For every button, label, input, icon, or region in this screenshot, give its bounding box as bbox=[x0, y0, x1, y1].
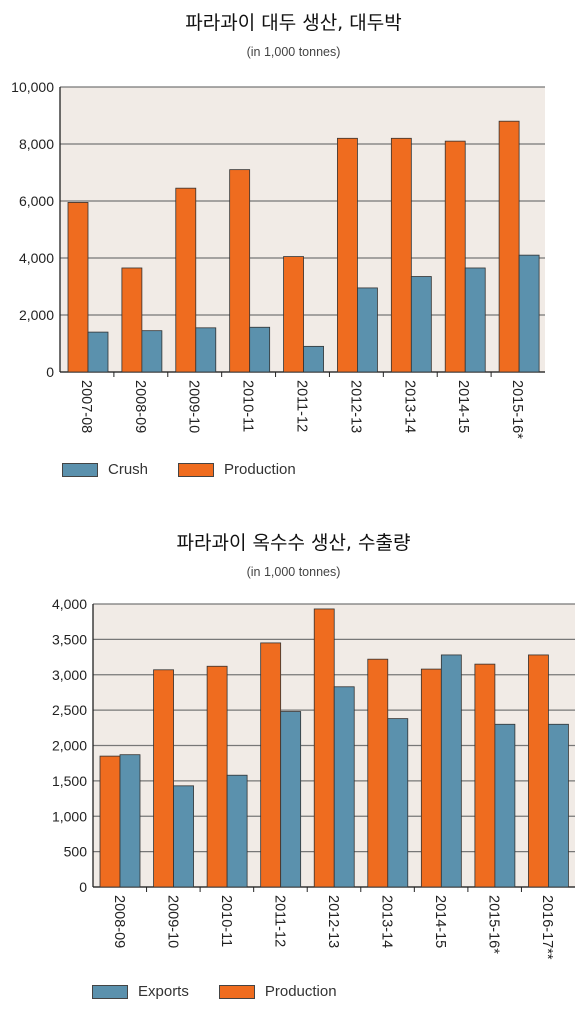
legend-label-production: Production bbox=[264, 983, 337, 1000]
bar-production-2009-10 bbox=[175, 187, 197, 373]
y-tick-label: 8,000 bbox=[19, 136, 54, 152]
chart-title: 파라과이 대두 생산, 대두박 bbox=[185, 12, 402, 34]
bar-exports-2016-17 bbox=[548, 723, 569, 888]
soybean-chart: 파라과이 대두 생산, 대두박 (in 1,000 tonnes) 0 2,000… bbox=[0, 0, 587, 500]
bar-production-2012-13 bbox=[337, 137, 358, 373]
x-tick-label: 2007-08 bbox=[78, 380, 94, 433]
legend-swatch-exports bbox=[92, 984, 128, 999]
y-tick-label: 500 bbox=[64, 844, 88, 860]
bar-production-2012-13 bbox=[313, 608, 335, 888]
bar-production-2007-08 bbox=[67, 202, 89, 373]
legend: Crush Production bbox=[62, 461, 326, 478]
legend-label-production: Production bbox=[224, 461, 296, 478]
y-tick-label: 1,000 bbox=[52, 808, 87, 824]
x-tick-label: 2012-13 bbox=[347, 380, 363, 433]
bar-production-2009-10 bbox=[153, 669, 174, 888]
bar-crush-2013-14 bbox=[410, 276, 432, 373]
y-tick-label: 2,000 bbox=[19, 307, 54, 323]
bar-production-2008-09 bbox=[99, 755, 121, 888]
bar-production-2010-11 bbox=[229, 169, 251, 373]
bar-exports-2013-14 bbox=[387, 718, 409, 888]
legend-swatch-crush bbox=[62, 462, 98, 477]
legend-label-exports: Exports bbox=[138, 983, 189, 1000]
bar-production-2013-14 bbox=[390, 137, 412, 373]
bar-production-2014-15 bbox=[444, 140, 466, 373]
bar-crush-2012-13 bbox=[357, 287, 378, 373]
x-tick-label: 2014-15 bbox=[455, 380, 471, 433]
bar-production-2016-17 bbox=[528, 654, 549, 888]
bar-production-2014-15 bbox=[420, 668, 442, 888]
bar-crush-2007-08 bbox=[87, 331, 109, 373]
x-tick-label: 2015-16* bbox=[486, 895, 502, 954]
bar-production-2015-16 bbox=[498, 120, 520, 373]
x-tick-label: 2011-12 bbox=[294, 380, 310, 432]
legend-swatch-production bbox=[178, 462, 215, 477]
x-tick-label: 2008-09 bbox=[111, 895, 127, 948]
x-tick-label: 2010-11 bbox=[218, 895, 234, 947]
x-tick-label: 2013-14 bbox=[379, 895, 395, 948]
bar-production-2010-11 bbox=[206, 665, 228, 888]
x-tick-label: 2016-17** bbox=[539, 895, 555, 960]
chart-subtitle: (in 1,000 tonnes) bbox=[246, 565, 341, 579]
chart-title: 파라과이 옥수수 생산, 수출량 bbox=[176, 532, 411, 554]
legend: Exports Production bbox=[92, 983, 367, 1000]
soybean-plot: 0 2,000 4,000 6,000 8,000 10,000 2007-08 2008-0… bbox=[11, 79, 545, 439]
bar-exports-2015-16 bbox=[494, 723, 516, 888]
x-tick-label: 2013-14 bbox=[401, 380, 417, 433]
bar-crush-2010-11 bbox=[249, 326, 271, 373]
bar-exports-2008-09 bbox=[119, 754, 141, 888]
bar-production-2011-12 bbox=[283, 256, 304, 373]
bar-production-2011-12 bbox=[260, 642, 282, 888]
bar-exports-2014-15 bbox=[440, 654, 462, 888]
y-tick-label: 4,000 bbox=[52, 596, 87, 612]
x-tick-label: 2011-12 bbox=[271, 895, 287, 947]
bar-crush-2014-15 bbox=[464, 267, 486, 373]
legend-swatch-production bbox=[218, 984, 255, 999]
chart-subtitle: (in 1,000 tonnes) bbox=[246, 45, 341, 59]
legend-label-crush: Crush bbox=[108, 461, 149, 478]
bar-exports-2009-10 bbox=[173, 785, 194, 888]
y-tick-label: 3,000 bbox=[52, 667, 87, 683]
corn-chart: 파라과이 옥수수 생산, 수출량 (in 1,000 tonnes) 0 500 1… bbox=[0, 520, 587, 1010]
bar-exports-2011-12 bbox=[280, 711, 302, 888]
bar-crush-2011-12 bbox=[303, 345, 324, 373]
y-tick-label: 0 bbox=[79, 879, 87, 895]
y-tick-label: 1,500 bbox=[52, 773, 87, 789]
bar-production-2013-14 bbox=[367, 658, 389, 888]
x-tick-label: 2010-11 bbox=[240, 380, 256, 432]
bar-exports-2010-11 bbox=[226, 774, 248, 888]
bar-crush-2009-10 bbox=[195, 327, 217, 373]
y-tick-label: 3,500 bbox=[52, 631, 87, 647]
x-tick-label: 2009-10 bbox=[164, 895, 180, 948]
corn-plot: 0 500 1,000 1,500 2,000 2,500 3,000 3,500 4,000 2… bbox=[52, 596, 575, 960]
x-tick-label: 2009-10 bbox=[186, 380, 202, 433]
bar-crush-2015-16 bbox=[518, 254, 540, 373]
y-tick-label: 6,000 bbox=[19, 193, 54, 209]
bar-exports-2012-13 bbox=[333, 686, 355, 888]
y-tick-label: 10,000 bbox=[11, 79, 54, 95]
bar-production-2015-16 bbox=[474, 663, 496, 888]
y-tick-label: 0 bbox=[46, 364, 54, 380]
x-tick-label: 2015-16* bbox=[509, 380, 525, 439]
y-tick-label: 2,500 bbox=[52, 702, 87, 718]
y-tick-label: 2,000 bbox=[52, 738, 87, 754]
y-tick-label: 4,000 bbox=[19, 250, 54, 266]
bar-production-2008-09 bbox=[121, 267, 143, 373]
x-tick-label: 2012-13 bbox=[325, 895, 341, 948]
x-tick-label: 2008-09 bbox=[132, 380, 148, 433]
x-tick-label: 2014-15 bbox=[432, 895, 448, 948]
bar-crush-2008-09 bbox=[141, 330, 163, 373]
